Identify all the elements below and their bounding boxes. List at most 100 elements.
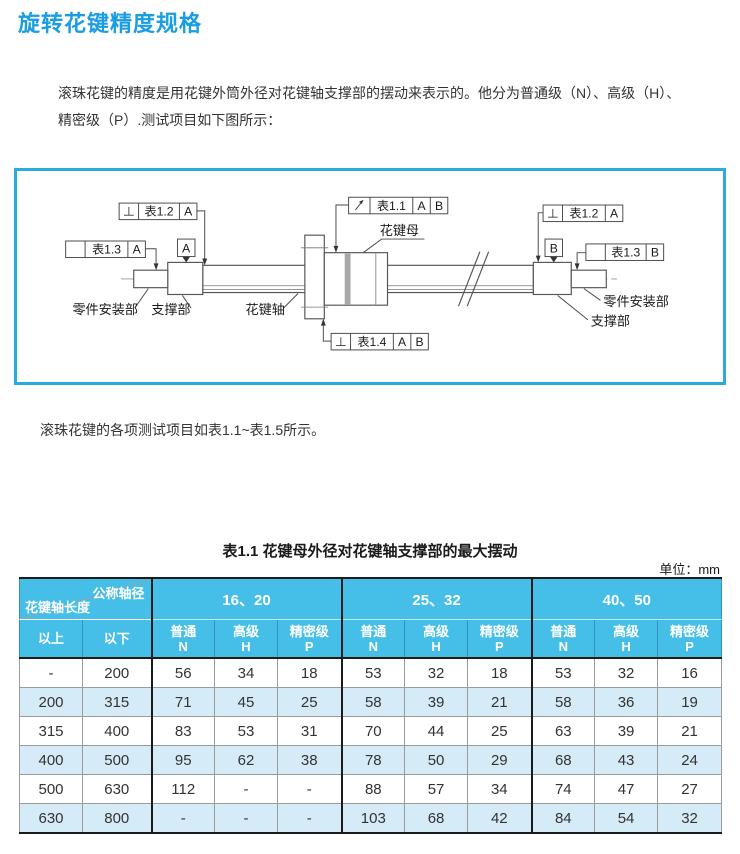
spline-nut-body [323, 252, 389, 306]
table-cell: 58 [340, 687, 406, 717]
table-cell: 315 [82, 687, 152, 717]
tolerance-frame-top-right: 表1.2 A [535, 204, 624, 263]
table-cell: 200 [19, 687, 83, 717]
svg-text:零件安装部: 零件安装部 [603, 294, 669, 309]
group-header-row: 公称轴径 花键轴长度 16、20 25、32 40、50 [19, 578, 723, 620]
table-row: -200 56 34 18 53 32 18 53 32 16 [19, 657, 723, 688]
svg-text:表1.2: 表1.2 [569, 207, 598, 221]
table-cell: 74 [530, 774, 596, 804]
header-below: 以下 [82, 619, 152, 659]
table-cell: 58 [530, 687, 596, 717]
datum-b: B [544, 238, 564, 263]
table-cell: 71 [150, 687, 215, 717]
table-cell: 36 [594, 687, 659, 717]
spline-drawing: 表1.2 A 表1.3 A A 表1.1 A B [65, 196, 669, 351]
runout-icon [355, 199, 364, 211]
header-grade: 精密级 P [467, 619, 533, 659]
table-cell: 45 [214, 687, 278, 717]
table-cell: 50 [404, 745, 469, 775]
table-cell: 43 [594, 745, 659, 775]
svg-text:表1.2: 表1.2 [144, 205, 173, 219]
table-cell: 56 [150, 657, 215, 688]
intro-line-2: 精密级（P）.测试项目如下图所示： [58, 112, 282, 128]
table-cell: 53 [530, 657, 596, 688]
perpendicularity-icon [547, 208, 558, 218]
svg-text:A: A [184, 205, 193, 219]
shaft-break-marks [457, 251, 490, 307]
mount-end-right [570, 269, 607, 289]
spline-shaft-callout: 花键轴 [246, 293, 299, 317]
table-title: 表1.1 花键母外径对花键轴支撑部的最大摆动 [222, 543, 518, 560]
header-grade: 高级 H [214, 619, 278, 659]
table-cell: 44 [404, 716, 469, 746]
group-header-25-32: 25、32 [340, 578, 533, 620]
support-left-callout: 支撑部 [151, 295, 192, 317]
header-grade: 普通 N [530, 619, 596, 659]
table-cell: 18 [467, 657, 533, 688]
table-cell: 32 [594, 657, 659, 688]
table-cell: 315 [19, 716, 83, 746]
svg-text:A: A [182, 242, 191, 256]
table-cell: 39 [404, 687, 469, 717]
table-cell: 25 [467, 716, 533, 746]
table-cell: 68 [530, 745, 596, 775]
tolerance-frame-top-center: 表1.1 A B [333, 196, 449, 253]
table-cell: 24 [657, 745, 723, 775]
svg-text:表1.4: 表1.4 [357, 335, 386, 349]
table-row: 400 500 95 62 38 78 50 29 68 43 24 [19, 745, 723, 775]
corner-header-cell: 公称轴径 花键轴长度 [19, 578, 152, 620]
svg-text:B: B [435, 199, 443, 213]
spline-nut-callout: 花键母 [362, 223, 425, 254]
svg-text:表1.3: 表1.3 [92, 243, 121, 257]
table-cell: 18 [276, 657, 343, 688]
intro-line-1: 滚珠花键的精度是用花键外筒外径对花键轴支撑部的摆动来表示的。他分为普通级（N）、… [58, 85, 681, 101]
header-grade: 高级 H [594, 619, 659, 659]
table-cell: 200 [82, 657, 152, 688]
svg-text:B: B [550, 242, 558, 256]
table-cell: 16 [657, 657, 723, 688]
svg-text:A: A [133, 243, 142, 257]
table-row: 630 800 --- 103 68 42 84 54 32 [19, 803, 723, 834]
svg-text:A: A [398, 335, 407, 349]
header-grade: 普通 N [150, 619, 215, 659]
note-paragraph: 滚珠花键的各项测试项目如表1.1~表1.5所示。 [40, 422, 326, 438]
intro-paragraph: 滚珠花键的精度是用花键外筒外径对花键轴支撑部的摆动来表示的。他分为普通级（N）、… [58, 80, 718, 134]
svg-text:B: B [416, 335, 424, 349]
header-above: 以上 [19, 619, 83, 659]
tolerance-frame-mid-right: 表1.3 B [574, 243, 665, 271]
svg-text:花键母: 花键母 [380, 223, 419, 238]
corner-label-diameter: 公称轴径 [92, 586, 145, 601]
page-title: 旋转花键精度规格 [18, 11, 203, 36]
table-cell: 32 [657, 803, 723, 834]
table-cell: 630 [82, 774, 152, 804]
table-cell: 112 [150, 774, 215, 804]
table-cell: 88 [340, 774, 406, 804]
svg-text:零件安装部: 零件安装部 [72, 302, 138, 317]
table-cell: 95 [150, 745, 215, 775]
table-cell: 70 [340, 716, 406, 746]
header-grade: 普通 N [340, 619, 406, 659]
table-cell: 800 [82, 803, 152, 834]
table-cell: - [214, 774, 278, 804]
datum-a: A [176, 238, 196, 263]
table-cell: - [276, 803, 343, 834]
group-header-16-20: 16、20 [150, 578, 343, 620]
table-cell: - [276, 774, 343, 804]
svg-text:花键轴: 花键轴 [246, 302, 285, 317]
table-cell: 103 [340, 803, 406, 834]
table-cell: - [150, 803, 215, 834]
mount-end-left [133, 269, 169, 289]
table-cell: 54 [594, 803, 659, 834]
tolerance-frame-top-left: 表1.2 A [118, 202, 208, 266]
svg-text:表1.1: 表1.1 [377, 199, 406, 213]
svg-text:A: A [417, 199, 426, 213]
perpendicularity-icon [123, 206, 134, 216]
table-row: 200 315 71 45 25 58 39 21 58 36 19 [19, 687, 723, 717]
table-cell: 42 [467, 803, 533, 834]
table-cell: 63 [530, 716, 596, 746]
tolerance-frame-mid-left: 表1.3 A [65, 240, 159, 271]
table-cell: 68 [404, 803, 469, 834]
table-cell: 53 [340, 657, 406, 688]
table-cell: 34 [214, 657, 278, 688]
svg-text:B: B [651, 246, 659, 260]
